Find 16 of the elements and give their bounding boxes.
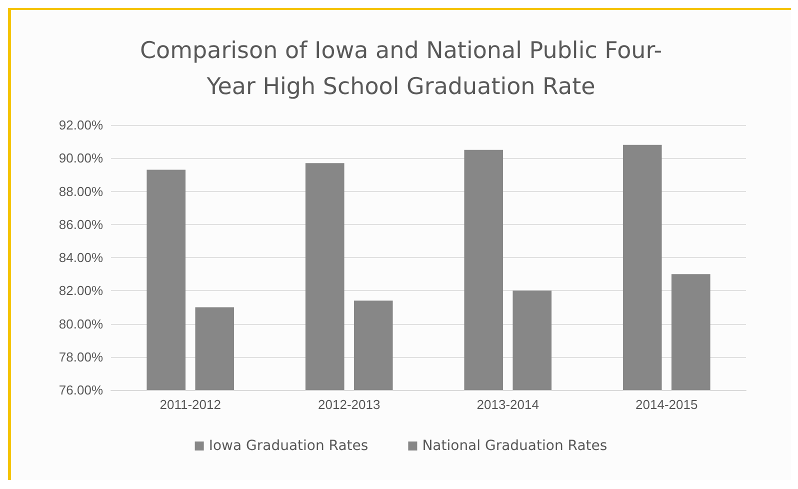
y-tick-label: 80.00%	[58, 316, 104, 332]
chart-title: Comparison of Iowa and National Public Four- Year High School Graduation Rate	[140, 38, 662, 100]
y-tick-label: 86.00%	[58, 216, 104, 232]
y-tick-label: 88.00%	[58, 184, 104, 199]
x-tick-label: 2011-2012	[160, 397, 221, 412]
y-tick-label: 78.00%	[58, 349, 104, 364]
legend-label: Iowa Graduation Rates	[208, 438, 368, 454]
x-tick-label: 2013-2014	[476, 397, 539, 412]
y-tick-label: 90.00%	[58, 150, 104, 166]
x-tick-label: 2012-2013	[318, 397, 380, 412]
y-tick-label: 82.00%	[58, 283, 104, 298]
x-tick-label: 2014-2015	[636, 397, 698, 412]
y-tick-label: 76.00%	[58, 382, 104, 398]
y-tick-label: 92.00%	[58, 118, 104, 132]
y-tick-label: 84.00%	[58, 250, 104, 265]
legend-label: National Graduation Rates	[422, 438, 608, 454]
